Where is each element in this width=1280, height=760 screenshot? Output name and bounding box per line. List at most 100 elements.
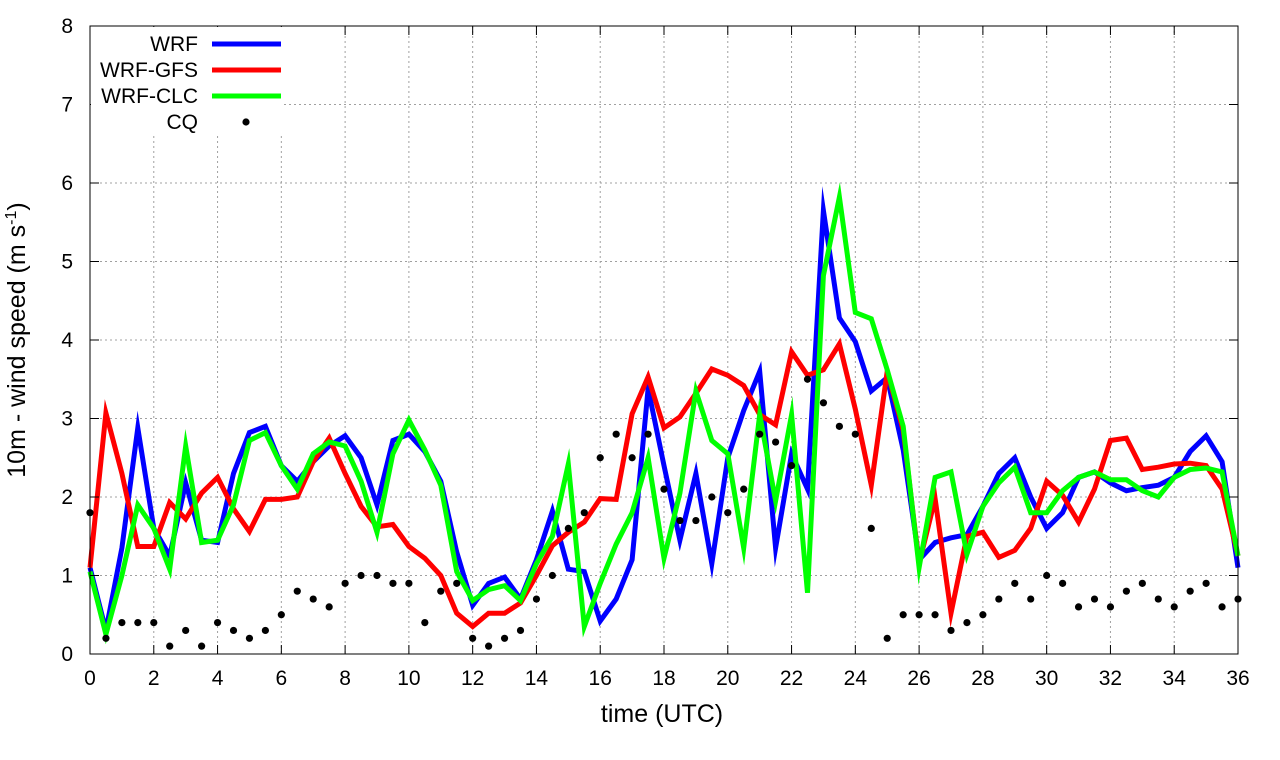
- x-tick-label: 22: [780, 667, 803, 690]
- legend: WRF WRF-GFS WRF-CLC CQ: [91, 27, 284, 136]
- x-tick-label: 26: [907, 667, 930, 690]
- y-tick-label: 8: [61, 15, 73, 38]
- cq-data-point: [628, 454, 636, 462]
- cq-data-point: [1186, 587, 1194, 595]
- x-tick-label: 20: [716, 667, 739, 690]
- cq-data-point: [660, 485, 668, 493]
- cq-data-point: [1154, 595, 1162, 603]
- cq-data-point: [787, 462, 796, 470]
- cq-data-point: [134, 619, 142, 627]
- x-tick-label: 6: [275, 667, 287, 690]
- cq-data-point: [325, 603, 333, 611]
- cq-data-point: [421, 619, 429, 627]
- cq-data-point: [596, 454, 604, 462]
- cq-data-point: [1011, 579, 1019, 587]
- cq-data-point: [708, 493, 716, 501]
- cq-data-point: [229, 626, 238, 635]
- cq-data-point: [118, 619, 126, 627]
- cq-data-point: [740, 485, 748, 493]
- y-axis-title-close: ): [3, 202, 31, 210]
- cq-data-point: [564, 524, 572, 533]
- cq-data-point: [1138, 579, 1146, 587]
- cq-data-point: [1170, 603, 1178, 611]
- cq-data-point: [485, 642, 493, 650]
- cq-data-point: [580, 509, 588, 517]
- legend-label-wrf: WRF: [150, 33, 198, 56]
- cq-data-point: [931, 611, 939, 619]
- cq-data-point: [453, 579, 461, 587]
- cq-data-point: [261, 626, 269, 635]
- cq-data-point: [1202, 579, 1210, 587]
- cq-data-point: [357, 571, 365, 580]
- legend-marker-cq: [242, 118, 250, 126]
- y-tick-label: 4: [61, 329, 73, 352]
- x-tick-label: 16: [589, 667, 612, 690]
- plot-series: [86, 182, 1242, 650]
- cq-data-point: [102, 634, 110, 642]
- cq-data-point: [1090, 595, 1099, 603]
- cq-data-point: [947, 626, 955, 635]
- cq-data-point: [612, 430, 620, 438]
- x-tick-label: 10: [397, 667, 420, 690]
- x-tick-label: 0: [84, 667, 96, 690]
- cq-data-point: [1074, 603, 1083, 611]
- cq-data-point: [166, 642, 174, 650]
- cq-data-point: [293, 587, 301, 595]
- x-tick-label: 2: [148, 667, 160, 690]
- y-axis-title-sup: -1: [3, 211, 20, 225]
- legend-label-wrf-clc: WRF-CLC: [101, 85, 198, 108]
- y-tick-label: 5: [61, 251, 73, 274]
- cq-data-point: [1218, 603, 1226, 611]
- cq-data-point: [1106, 603, 1115, 611]
- cq-data-point: [1027, 595, 1035, 603]
- x-tick-label: 34: [1163, 667, 1187, 690]
- y-axis-title: 10m - wind speed (m s-1): [3, 202, 31, 477]
- x-tick-label: 18: [652, 667, 675, 690]
- cq-data-point: [772, 438, 780, 446]
- x-tick-label: 4: [212, 667, 224, 690]
- cq-data-point: [676, 516, 684, 525]
- y-tick-label: 3: [61, 408, 73, 431]
- cq-data-point: [692, 516, 700, 525]
- x-tick-label: 12: [461, 667, 484, 690]
- cq-data-point: [341, 579, 349, 587]
- y-tick-label: 7: [61, 94, 73, 117]
- cq-data-point: [373, 571, 381, 580]
- wrf-clc-series-line: [87, 182, 1241, 645]
- cq-data-point: [548, 571, 556, 580]
- cq-data-point: [819, 399, 828, 407]
- cq-data-point: [1059, 579, 1067, 587]
- cq-data-point: [915, 611, 923, 619]
- cq-data-point: [532, 595, 541, 603]
- cq-data-point: [644, 430, 652, 438]
- cq-data-point: [899, 611, 907, 619]
- x-tick-label: 30: [1035, 667, 1058, 690]
- cq-data-point: [198, 642, 206, 650]
- cq-data-point: [469, 634, 477, 642]
- cq-data-point: [883, 634, 891, 642]
- y-tick-label: 1: [61, 565, 73, 588]
- y-axis-title-main: 10m - wind speed (m s: [3, 225, 31, 478]
- cq-data-point: [1122, 587, 1130, 595]
- x-tick-label: 28: [971, 667, 994, 690]
- x-tick-label: 8: [339, 667, 351, 690]
- wrf-gfs-series-line: [87, 337, 1241, 630]
- cq-data-point: [150, 619, 158, 627]
- cq-data-point: [851, 430, 859, 438]
- cq-data-point: [867, 524, 875, 533]
- x-tick-label: 36: [1226, 667, 1249, 690]
- cq-data-point: [963, 619, 971, 627]
- x-axis-title: time (UTC): [601, 700, 723, 728]
- legend-label-wrf-gfs: WRF-GFS: [100, 59, 198, 82]
- cq-data-point: [803, 375, 812, 383]
- cq-data-point: [756, 430, 764, 438]
- y-tick-label: 0: [61, 643, 73, 666]
- cq-data-point: [437, 587, 445, 595]
- cq-data-point: [213, 619, 222, 627]
- cq-data-point: [245, 634, 254, 642]
- cq-data-point: [405, 579, 413, 587]
- cq-data-point: [979, 611, 987, 619]
- cq-data-point: [724, 509, 732, 517]
- y-tick-label: 6: [61, 172, 73, 195]
